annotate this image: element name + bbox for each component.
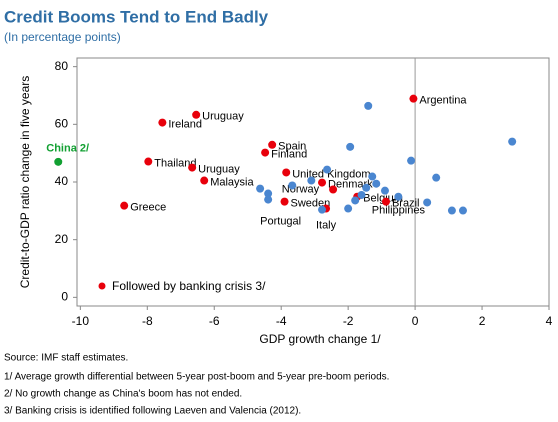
- point: [351, 196, 360, 205]
- note: 2/ No growth change as China's boom has …: [4, 389, 242, 400]
- point: [268, 140, 277, 149]
- point-label: Finland: [271, 148, 307, 160]
- point: [54, 157, 63, 166]
- point: [144, 157, 153, 166]
- point: [329, 185, 338, 194]
- point: [423, 198, 432, 207]
- x-tick-label: -6: [209, 314, 220, 328]
- legend-label: Followed by banking crisis 3/: [112, 279, 266, 293]
- point-label: Ireland: [168, 119, 202, 131]
- note: Source: IMF staff estimates.: [4, 353, 128, 364]
- point: [288, 181, 297, 190]
- x-tick-label: -8: [142, 314, 153, 328]
- point: [280, 197, 289, 206]
- point-label: Greece: [130, 202, 166, 214]
- point: [323, 165, 332, 174]
- point: [458, 206, 467, 215]
- point: [447, 206, 456, 215]
- point: [200, 176, 209, 185]
- point-label: Uruguay: [198, 163, 240, 175]
- x-tick-label: -10: [72, 314, 90, 328]
- chart-title: Credit Booms Tend to End Badly: [4, 7, 269, 26]
- point: [192, 110, 201, 119]
- point: [264, 195, 273, 204]
- x-tick-label: 0: [412, 314, 419, 328]
- point: [394, 192, 403, 201]
- point: [432, 173, 441, 182]
- point: [357, 190, 366, 199]
- point: [362, 183, 371, 192]
- point-label: Belgium: [363, 193, 403, 205]
- point: [256, 184, 265, 193]
- point: [264, 189, 273, 198]
- point: [364, 101, 373, 110]
- note: 3/ Banking crisis is identified followin…: [4, 406, 301, 417]
- y-tick-label: 20: [55, 232, 69, 246]
- y-axis-label: Credit-to-GDP ratio change in five years: [18, 76, 32, 289]
- point-label: Denmark: [328, 178, 373, 190]
- point: [188, 163, 197, 172]
- y-tick-label: 80: [55, 59, 69, 73]
- point: [120, 201, 129, 210]
- point: [407, 156, 416, 165]
- point: [307, 176, 316, 185]
- note: 1/ Average growth differential between 5…: [4, 372, 389, 383]
- point: [158, 118, 167, 127]
- x-tick-label: 4: [546, 314, 553, 328]
- x-axis-label: GDP growth change 1/: [259, 332, 381, 346]
- point-label: Uruguay: [202, 111, 244, 123]
- point-label: China 2/: [46, 143, 89, 155]
- point-label: Thailand: [154, 157, 196, 169]
- point: [372, 179, 381, 188]
- point-label: Portugal: [260, 215, 301, 227]
- y-tick-label: 0: [61, 290, 68, 304]
- point: [282, 168, 291, 177]
- x-tick-label: -4: [276, 314, 287, 328]
- point: [318, 205, 327, 214]
- point: [346, 142, 355, 151]
- point: [318, 178, 327, 187]
- legend-marker: [98, 282, 106, 290]
- point: [508, 137, 517, 146]
- point-label: Italy: [316, 219, 337, 231]
- point: [368, 172, 377, 181]
- x-tick-label: 2: [479, 314, 486, 328]
- point-label: Philippines: [372, 205, 426, 217]
- x-tick-label: -2: [343, 314, 354, 328]
- y-tick-label: 60: [55, 116, 69, 130]
- point-label: Norway: [282, 183, 320, 195]
- point-label: Spain: [278, 141, 306, 153]
- point-label: Argentina: [419, 95, 467, 107]
- y-tick-label: 40: [55, 174, 69, 188]
- point: [409, 94, 418, 103]
- chart-subtitle: (In percentage points): [4, 30, 121, 44]
- point: [381, 197, 390, 206]
- point: [344, 204, 353, 213]
- point: [261, 148, 270, 157]
- point: [380, 186, 389, 195]
- point-label: Malaysia: [210, 176, 254, 188]
